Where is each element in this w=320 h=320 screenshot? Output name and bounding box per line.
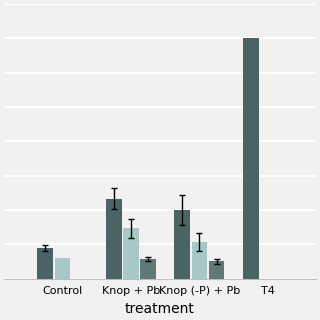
X-axis label: treatment: treatment [125,302,195,316]
Bar [209,261,224,279]
Bar [174,210,190,279]
Bar [37,248,53,279]
Bar [106,199,122,279]
Bar [243,38,259,279]
Bar [54,258,70,279]
Bar [123,228,139,279]
Bar [191,242,207,279]
Bar [140,259,156,279]
